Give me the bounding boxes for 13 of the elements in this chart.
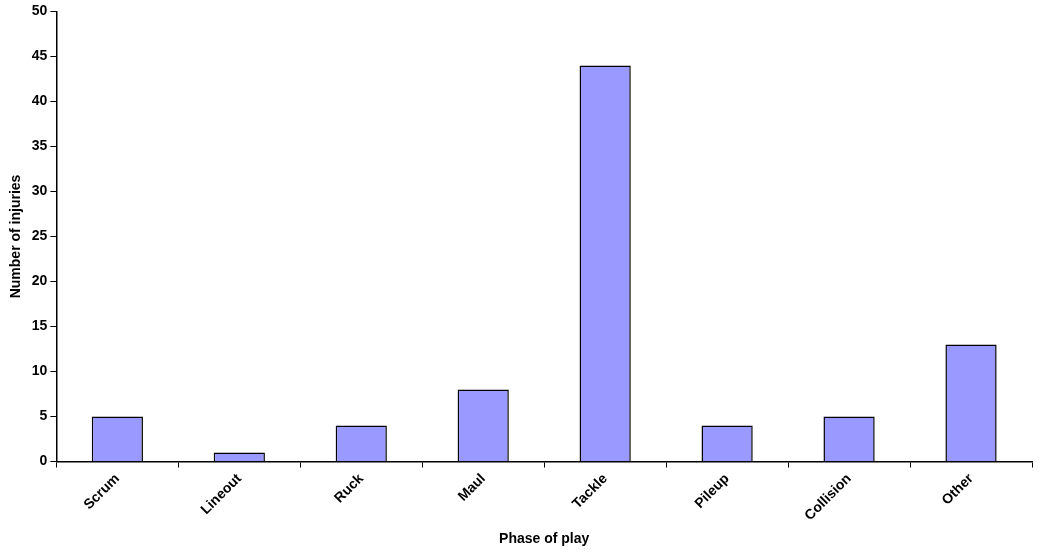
y-tick-label: 5 <box>39 407 48 424</box>
y-tick-label: 20 <box>31 272 48 289</box>
y-tick-label: 40 <box>31 92 48 109</box>
x-axis-title: Phase of play <box>499 530 590 547</box>
y-tick-label: 50 <box>31 2 48 19</box>
y-axis-title: Number of injuries <box>7 174 24 299</box>
y-tick-label: 10 <box>31 362 48 379</box>
y-tick-label: 0 <box>39 452 48 469</box>
y-tick-label: 25 <box>31 227 48 244</box>
y-tick-label: 35 <box>31 137 48 154</box>
y-tick-label: 45 <box>31 47 48 64</box>
y-tick-label: 15 <box>31 317 48 334</box>
y-tick-label: 30 <box>31 182 48 199</box>
